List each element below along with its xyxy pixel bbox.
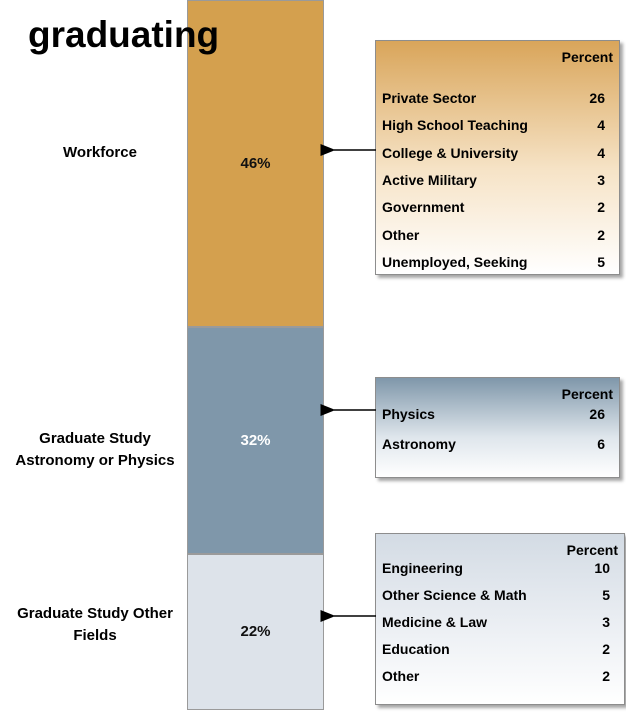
bar-segment: 22% xyxy=(187,553,324,710)
row-label: Physics xyxy=(382,406,435,422)
table-row: Private Sector 26 xyxy=(382,90,605,106)
row-label: Government xyxy=(382,199,465,216)
table-row: Active Military 3 xyxy=(382,172,605,188)
table-row: Government 2 xyxy=(382,199,605,215)
row-label: College & University xyxy=(382,144,519,161)
row-value: 4 xyxy=(597,144,605,161)
row-value: 6 xyxy=(597,436,605,452)
table-row: Other 2 xyxy=(382,668,610,684)
row-label: Unemployed, Seeking xyxy=(382,253,528,270)
row-value: 5 xyxy=(597,253,605,270)
row-label: Other xyxy=(382,226,420,243)
category-label: Workforce xyxy=(63,144,137,161)
row-label: Medicine & Law xyxy=(382,614,488,630)
table-row: Astronomy 6 xyxy=(382,436,605,452)
row-value: 26 xyxy=(589,90,605,106)
row-value: 2 xyxy=(602,668,610,684)
row-label: Private Sector xyxy=(382,90,477,106)
table-row: Physics 26 xyxy=(382,406,605,422)
breakdown-table: Percent Physics 26 Astronomy 6 xyxy=(375,377,620,478)
row-value: 5 xyxy=(602,587,610,603)
category-label: Graduate Study Astronomy or Physics xyxy=(15,430,175,469)
row-value: 2 xyxy=(597,199,605,216)
row-label: Engineering xyxy=(382,560,463,576)
table-row: Unemployed, Seeking 5 xyxy=(382,254,605,270)
value-label: 32% xyxy=(240,431,271,449)
row-value: 26 xyxy=(589,406,605,422)
bar-segment: 32% xyxy=(187,326,324,554)
value-label: 22% xyxy=(240,623,271,641)
chart-title: graduating xyxy=(28,14,220,55)
row-label: Astronomy xyxy=(382,436,456,452)
row-value: 3 xyxy=(602,614,610,630)
row-value: 10 xyxy=(594,560,610,576)
row-value: 3 xyxy=(597,171,605,188)
bar-segment: 46% xyxy=(187,0,324,327)
row-value: 2 xyxy=(597,226,605,243)
row-value: 4 xyxy=(597,117,605,134)
table-row: College & University 4 xyxy=(382,145,605,161)
table-header: Percent xyxy=(561,386,613,402)
category-label: Graduate Study Other Fields xyxy=(17,605,173,644)
table-row: Medicine & Law 3 xyxy=(382,614,610,630)
table-row: Engineering 10 xyxy=(382,560,610,576)
row-label: Active Military xyxy=(382,171,477,188)
table-header: Percent xyxy=(561,49,613,65)
value-label: 46% xyxy=(240,154,271,172)
table-row: Other 2 xyxy=(382,227,605,243)
row-label: Other Science & Math xyxy=(382,587,527,603)
row-value: 2 xyxy=(602,641,610,657)
breakdown-table: Percent Private Sector 26 High School Teach… xyxy=(375,40,620,275)
breakdown-table: Percent Engineering 10 Other Science & Math… xyxy=(375,533,625,705)
table-row: High School Teaching 4 xyxy=(382,117,605,133)
row-label: Other xyxy=(382,668,420,684)
table-header: Percent xyxy=(566,542,618,558)
row-label: High School Teaching xyxy=(382,117,528,134)
table-row: Education 2 xyxy=(382,641,610,657)
row-label: Education xyxy=(382,641,450,657)
table-row: Other Science & Math 5 xyxy=(382,587,610,603)
